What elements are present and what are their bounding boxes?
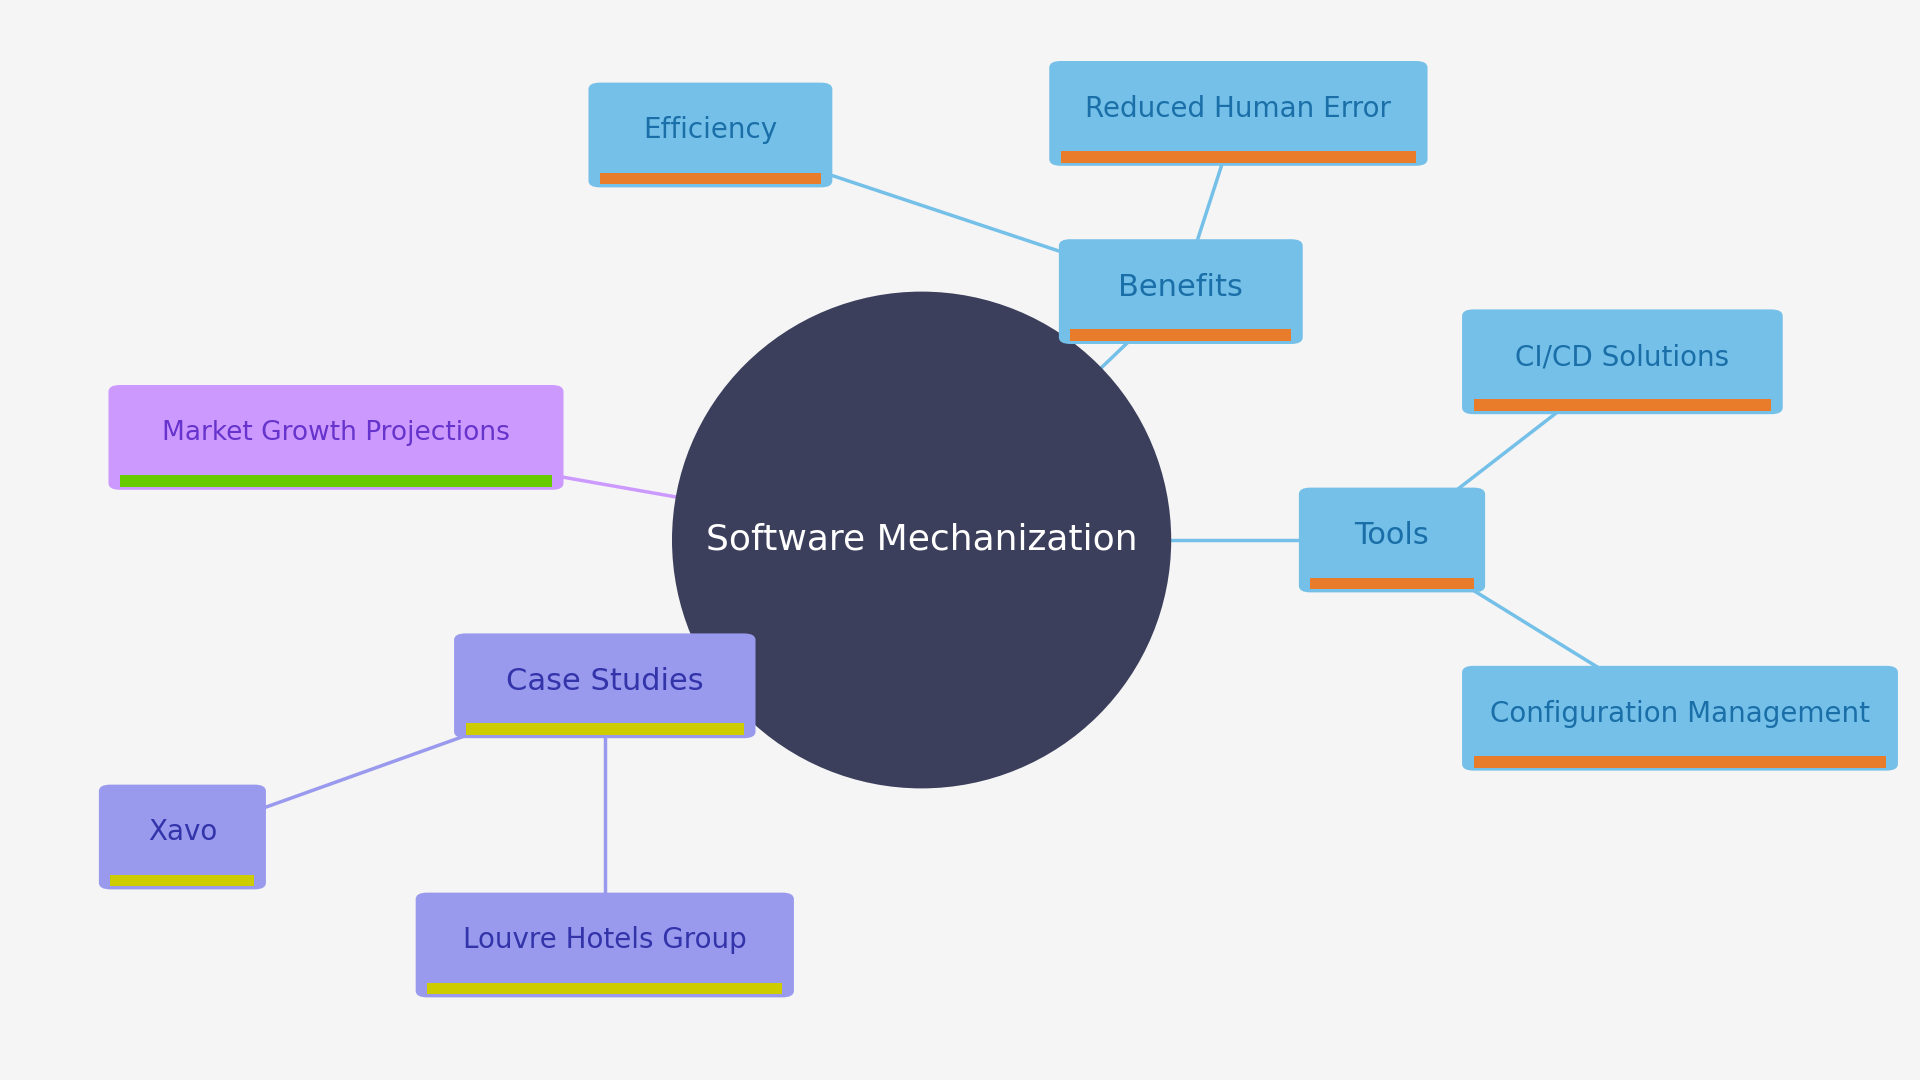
Bar bbox=[1309, 578, 1475, 590]
Bar bbox=[1060, 151, 1417, 163]
Bar bbox=[1475, 756, 1885, 768]
Text: Benefits: Benefits bbox=[1117, 272, 1244, 301]
FancyBboxPatch shape bbox=[453, 633, 755, 739]
FancyBboxPatch shape bbox=[1463, 665, 1897, 771]
Bar bbox=[119, 475, 551, 487]
Text: Software Mechanization: Software Mechanization bbox=[707, 523, 1137, 557]
Bar bbox=[1071, 329, 1290, 341]
FancyBboxPatch shape bbox=[108, 386, 564, 489]
FancyBboxPatch shape bbox=[415, 892, 795, 998]
FancyBboxPatch shape bbox=[588, 83, 831, 188]
Text: Configuration Management: Configuration Management bbox=[1490, 700, 1870, 728]
Text: Market Growth Projections: Market Growth Projections bbox=[161, 420, 511, 446]
Bar bbox=[1475, 400, 1770, 411]
Text: Louvre Hotels Group: Louvre Hotels Group bbox=[463, 927, 747, 955]
FancyBboxPatch shape bbox=[100, 784, 265, 890]
Bar bbox=[426, 983, 781, 995]
Text: Reduced Human Error: Reduced Human Error bbox=[1085, 95, 1392, 123]
Text: Xavo: Xavo bbox=[148, 819, 217, 847]
Ellipse shape bbox=[672, 292, 1171, 788]
Bar bbox=[599, 173, 822, 185]
FancyBboxPatch shape bbox=[1463, 309, 1782, 414]
Text: Tools: Tools bbox=[1356, 521, 1428, 550]
FancyBboxPatch shape bbox=[1058, 240, 1302, 343]
Text: CI/CD Solutions: CI/CD Solutions bbox=[1515, 343, 1730, 372]
Text: Efficiency: Efficiency bbox=[643, 117, 778, 145]
Text: Case Studies: Case Studies bbox=[507, 666, 703, 696]
FancyBboxPatch shape bbox=[1048, 60, 1427, 165]
FancyBboxPatch shape bbox=[1298, 488, 1486, 592]
Bar bbox=[111, 875, 253, 887]
Bar bbox=[465, 724, 743, 735]
